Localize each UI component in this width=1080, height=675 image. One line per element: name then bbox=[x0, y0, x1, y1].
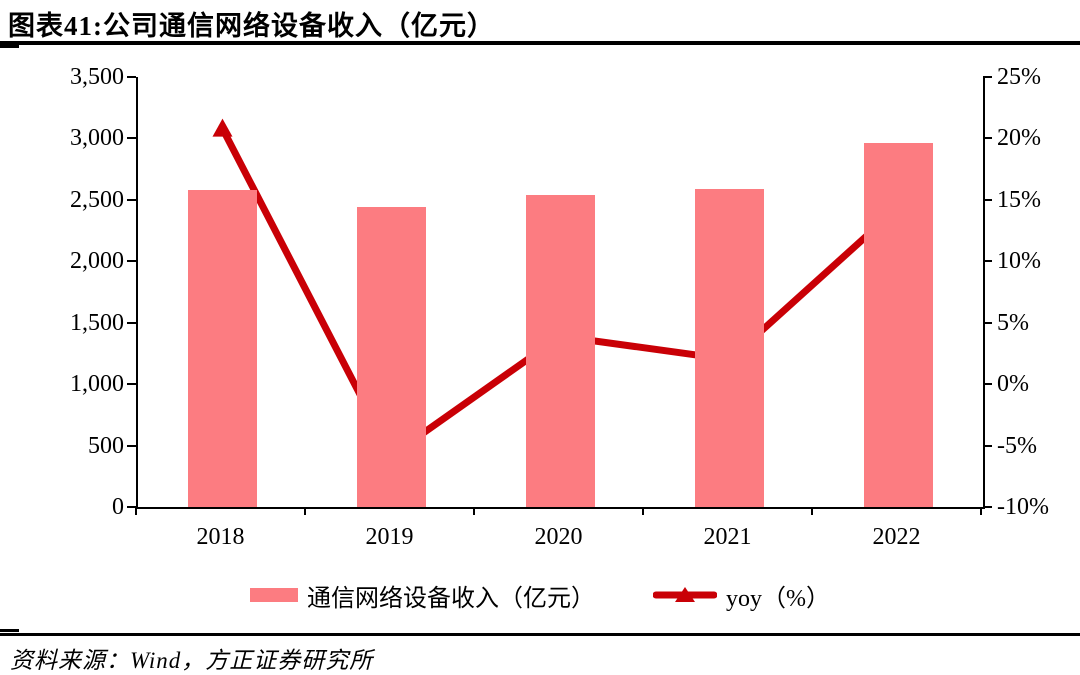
x-tick-5 bbox=[980, 507, 982, 515]
revenue-bar-2018 bbox=[188, 190, 257, 507]
y-left-label-3,000: 3,000 bbox=[70, 125, 124, 152]
revenue-bar-2019 bbox=[357, 207, 426, 507]
title-divider-nub bbox=[0, 45, 19, 48]
revenue-bar-2021 bbox=[695, 189, 764, 507]
yoy-line-marker-icon bbox=[652, 586, 718, 604]
title-divider bbox=[0, 41, 1080, 45]
y-right-label-10%: 10% bbox=[997, 248, 1041, 275]
y-left-label-1,500: 1,500 bbox=[70, 309, 124, 336]
y-left-label-0: 0 bbox=[112, 494, 124, 520]
y-left-tick-1,500 bbox=[127, 321, 136, 324]
y-left-tick-3,000 bbox=[127, 137, 136, 140]
revenue-bar-swatch-icon bbox=[250, 588, 298, 602]
x-tick-2 bbox=[473, 507, 475, 515]
x-tick-1 bbox=[304, 507, 306, 515]
chart: 0 500 1,000 1,500 2,000 2,500 3,000 3,500 -10% -5… bbox=[0, 50, 1080, 620]
revenue-bar-2022 bbox=[864, 143, 933, 507]
revenue-bar-2020 bbox=[526, 194, 595, 507]
x-label-2019: 2019 bbox=[365, 524, 414, 550]
y-left-label-1,000: 1,000 bbox=[70, 371, 124, 398]
y-right-tick-0% bbox=[983, 383, 992, 386]
source-note: 资料来源：Wind，方正证券研究所 bbox=[10, 648, 374, 673]
figure-title: 图表41:公司通信网络设备收入（亿元） bbox=[8, 11, 495, 41]
plot-area bbox=[136, 77, 985, 509]
y-right-label-20%: 20% bbox=[997, 125, 1041, 152]
x-label-2018: 2018 bbox=[196, 524, 245, 550]
source-divider bbox=[0, 633, 1080, 636]
legend-item-revenue: 通信网络设备收入（亿元） bbox=[250, 578, 595, 613]
y-right-tick-15% bbox=[983, 198, 992, 201]
x-label-2021: 2021 bbox=[703, 524, 752, 550]
y-right-tick--10% bbox=[983, 506, 992, 508]
y-right-tick-25% bbox=[983, 76, 992, 78]
y-left-label-2,500: 2,500 bbox=[70, 186, 124, 213]
y-left-tick-1,000 bbox=[127, 383, 136, 386]
y-right-tick-10% bbox=[983, 260, 992, 263]
y-left-tick-2,000 bbox=[127, 260, 136, 263]
y-right-label-0%: 0% bbox=[997, 371, 1029, 398]
y-left-tick-0 bbox=[127, 506, 136, 508]
y-right-label-25%: 25% bbox=[997, 64, 1041, 90]
y-left-tick-500 bbox=[127, 444, 136, 447]
x-tick-4 bbox=[811, 507, 813, 515]
y-left-label-500: 500 bbox=[88, 432, 124, 459]
x-tick-0 bbox=[135, 507, 137, 515]
legend-yoy-label: yoy（%） bbox=[726, 585, 830, 612]
y-left-label-2,000: 2,000 bbox=[70, 248, 124, 275]
source-divider-nub bbox=[0, 629, 19, 632]
y-right-label-5%: 5% bbox=[997, 309, 1029, 336]
chart-legend: 通信网络设备收入（亿元） yoy（%） bbox=[0, 578, 1080, 612]
y-right-tick--5% bbox=[983, 444, 992, 447]
legend-item-yoy: yoy（%） bbox=[652, 578, 830, 613]
y-right-tick-20% bbox=[983, 137, 992, 140]
y-right-tick-5% bbox=[983, 321, 992, 324]
y-left-label-3,500: 3,500 bbox=[70, 64, 124, 90]
x-tick-3 bbox=[642, 507, 644, 515]
y-right-label--5%: -5% bbox=[997, 432, 1037, 459]
yoy-marker-2018 bbox=[212, 118, 233, 137]
x-label-2020: 2020 bbox=[534, 524, 583, 550]
x-label-2022: 2022 bbox=[872, 524, 921, 550]
y-right-label--10%: -10% bbox=[997, 494, 1049, 520]
y-left-tick-2,500 bbox=[127, 198, 136, 201]
legend-revenue-label: 通信网络设备收入（亿元） bbox=[307, 585, 595, 612]
y-right-label-15%: 15% bbox=[997, 186, 1041, 213]
y-left-tick-3,500 bbox=[127, 76, 136, 78]
